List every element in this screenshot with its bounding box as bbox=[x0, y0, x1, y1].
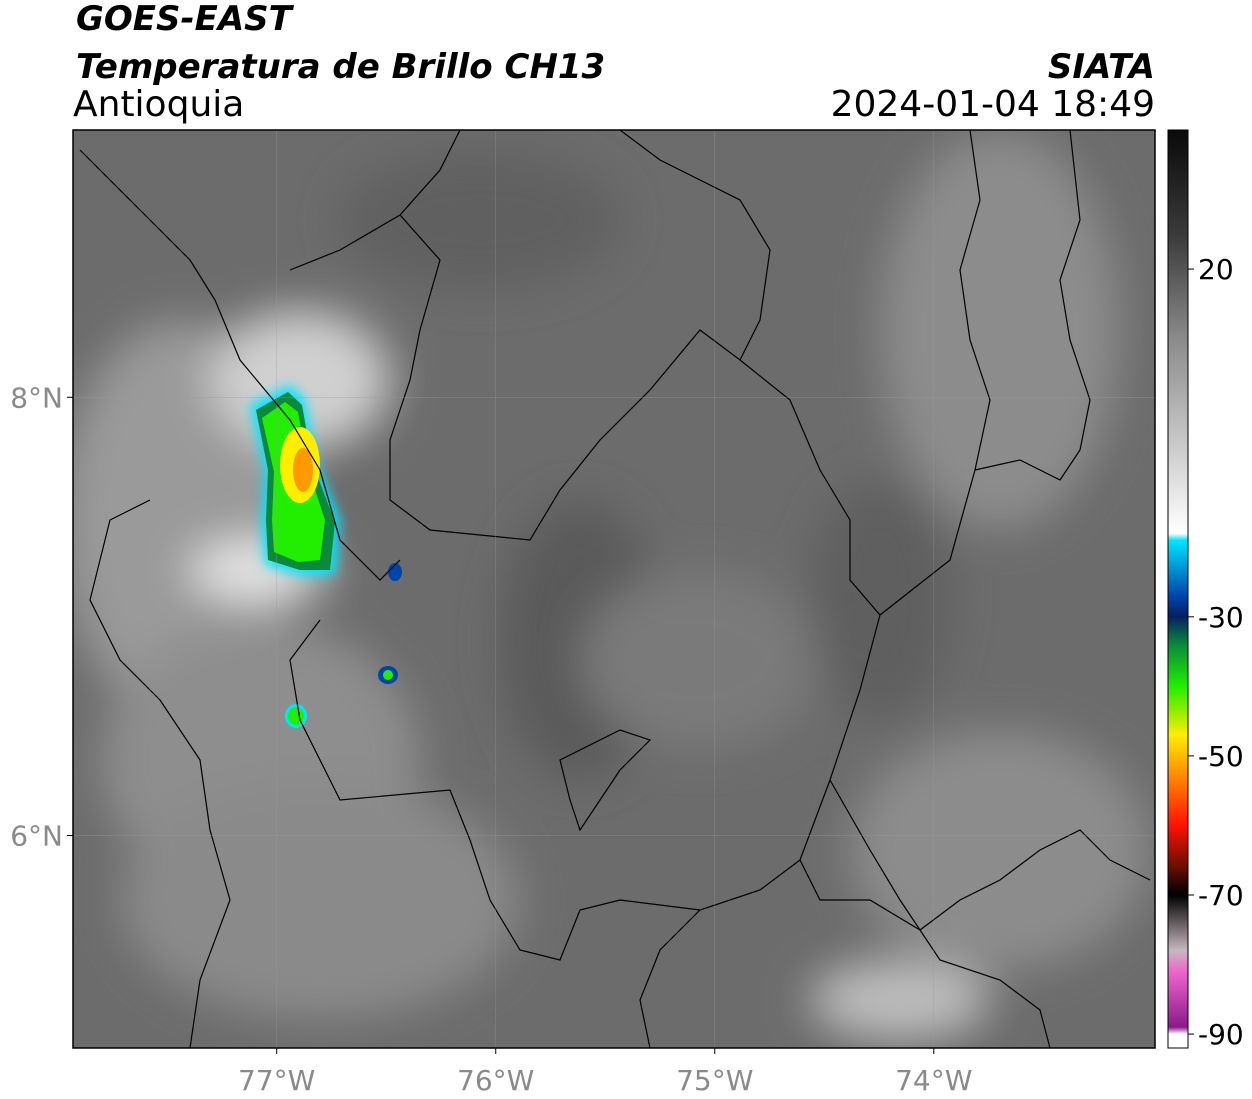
storm-cells bbox=[250, 385, 402, 728]
borders bbox=[79, 130, 1151, 1048]
colorbar-body bbox=[1167, 129, 1189, 1049]
region: Antioquia bbox=[73, 84, 244, 125]
colorbar: 20 -30 -50 -70 -90 bbox=[1167, 129, 1244, 1051]
subtitle: Temperatura de Brillo CH13 bbox=[76, 47, 605, 87]
colorbar-tick-label: -70 bbox=[1198, 879, 1244, 912]
x-tick-label: 77°W bbox=[238, 1064, 315, 1097]
x-tick-label: 75°W bbox=[676, 1064, 753, 1097]
map-area bbox=[73, 130, 1155, 1048]
axis-ticks: 77°W 76°W 75°W 74°W 8°N 6°N bbox=[10, 381, 972, 1097]
colorbar-tick-label: -50 bbox=[1198, 740, 1244, 773]
title: GOES-EAST bbox=[76, 0, 295, 39]
colorbar-tick-label: -90 bbox=[1198, 1018, 1244, 1051]
x-tick-label: 74°W bbox=[895, 1064, 972, 1097]
cloud-field bbox=[73, 130, 1150, 1040]
y-tick-label: 8°N bbox=[10, 381, 63, 414]
source: SIATA bbox=[1048, 47, 1155, 87]
colorbar-tick-label: 20 bbox=[1198, 253, 1234, 286]
x-tick-label: 76°W bbox=[457, 1064, 534, 1097]
datetime: 2024-01-04 18:49 bbox=[831, 84, 1155, 125]
y-tick-label: 6°N bbox=[10, 819, 63, 852]
grid bbox=[73, 130, 1155, 1048]
colorbar-tick-label: -30 bbox=[1198, 601, 1244, 634]
map-frame bbox=[72, 129, 1156, 1049]
